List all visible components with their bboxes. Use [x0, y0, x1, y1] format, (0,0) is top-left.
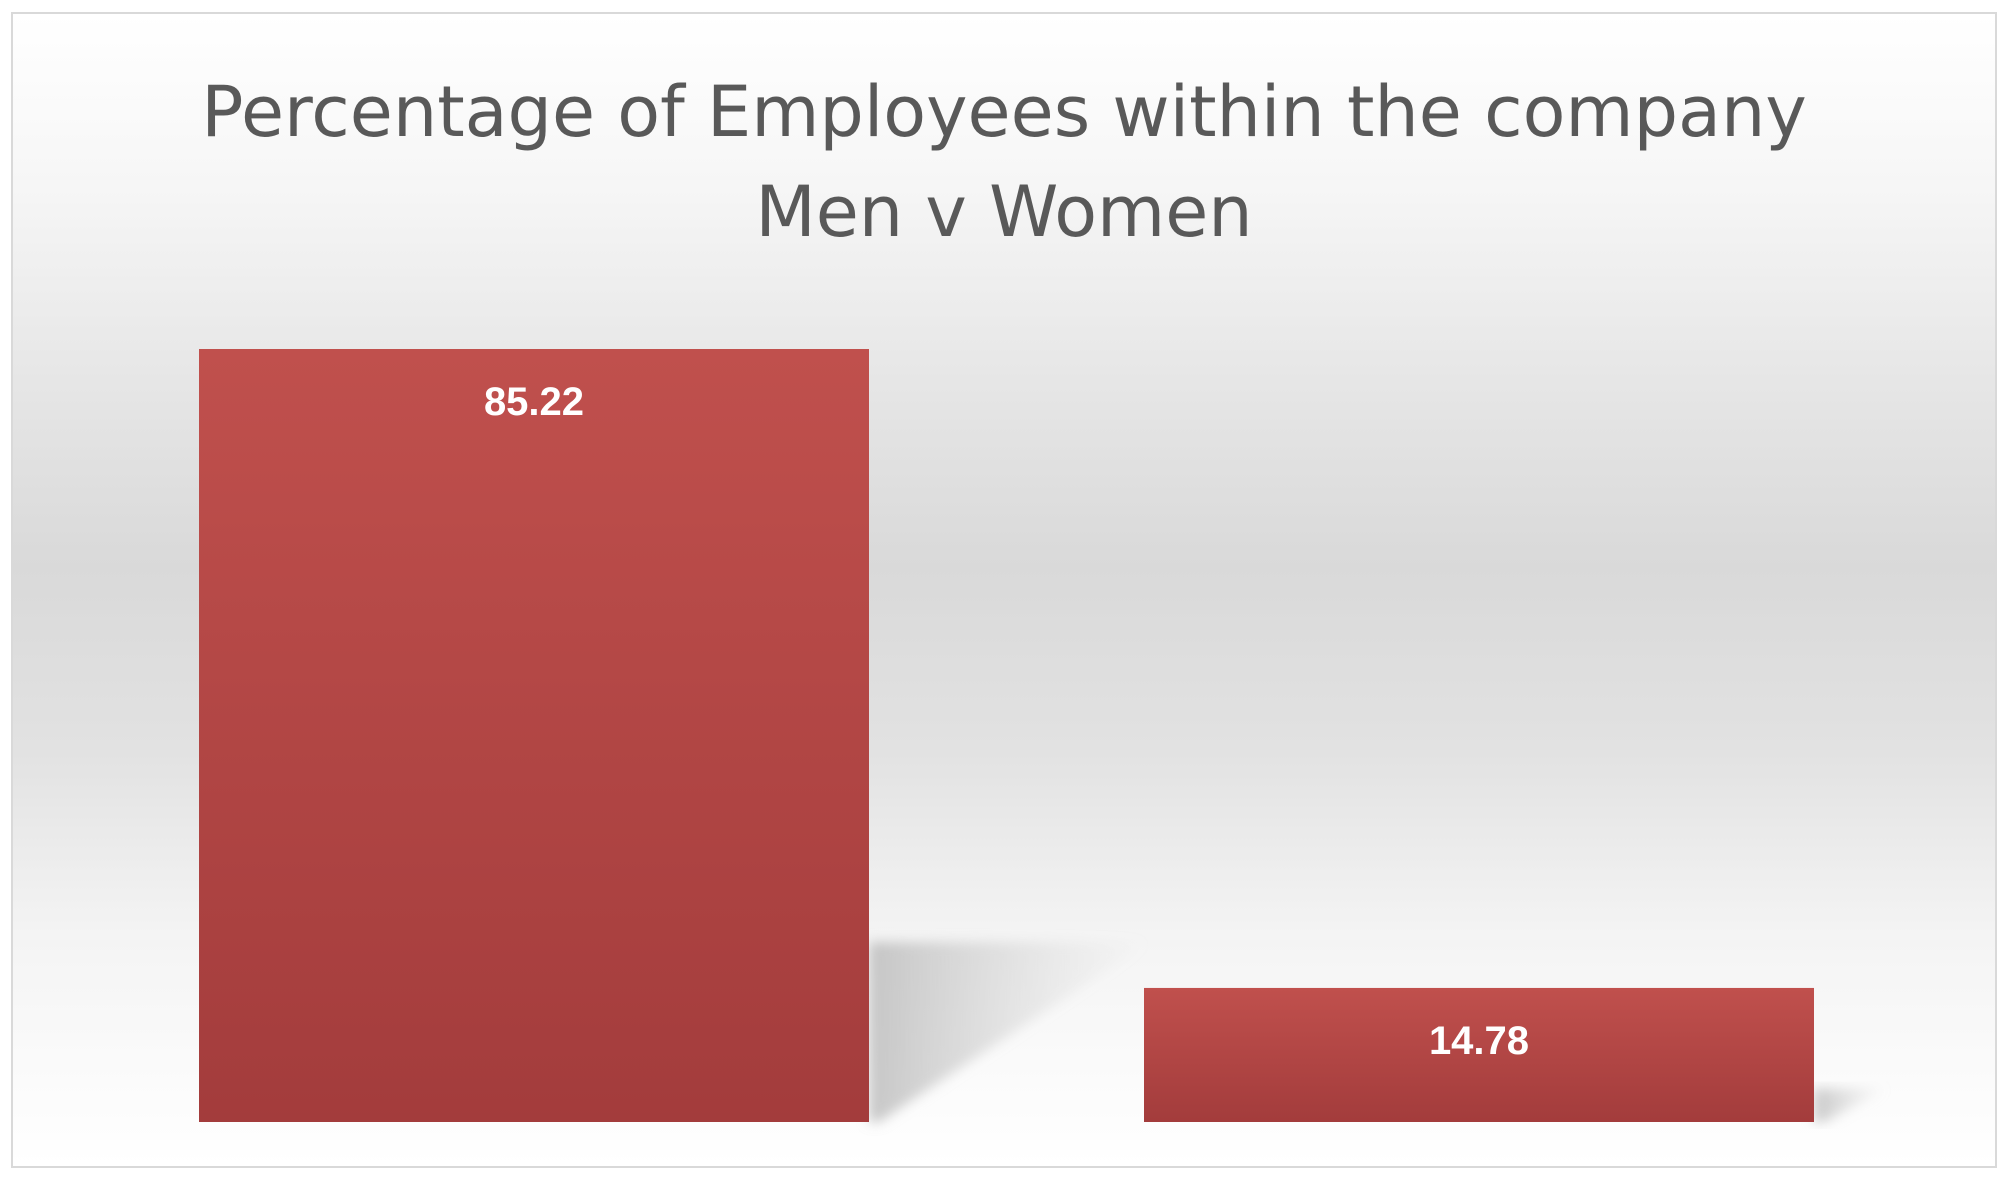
- data-labels-group: 85.22 14.78: [484, 380, 1529, 1063]
- bar: [1144, 987, 1814, 1122]
- chart-title-line-2: Men v Women: [755, 171, 1253, 253]
- chart-title-line-1: Percentage of Employees within the compa…: [201, 71, 1807, 153]
- chart-title: Percentage of Employees within the compa…: [13, 62, 1995, 262]
- bar-shadows: [869, 942, 1888, 1122]
- data-label: 14.78: [1429, 1019, 1529, 1063]
- bars-group: [199, 349, 1814, 1122]
- bar-shadow: [869, 942, 1149, 1122]
- bar: [199, 349, 869, 1122]
- bar-shadow: [1814, 1088, 1888, 1122]
- data-label: 85.22: [484, 380, 584, 424]
